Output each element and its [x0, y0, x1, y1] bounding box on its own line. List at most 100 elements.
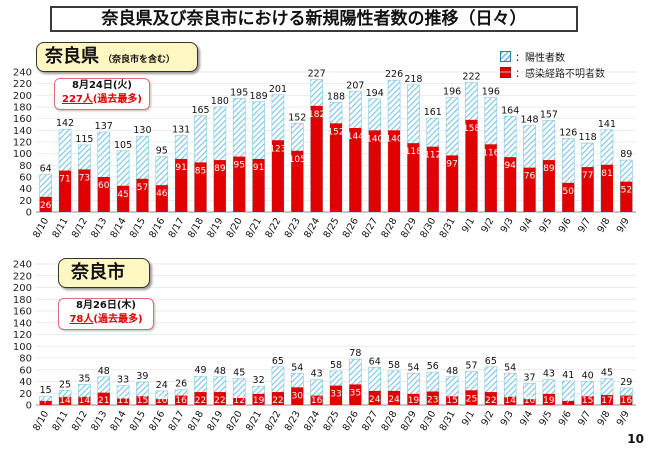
- bar-unknown: [446, 396, 459, 405]
- x-tick-label: 8/20: [225, 409, 245, 433]
- x-tick-label: 9/8: [595, 409, 612, 428]
- region-note: （奈良市を含む）: [103, 55, 176, 65]
- unknown-data-label: 33: [330, 390, 341, 400]
- total-data-label: 196: [443, 87, 461, 98]
- bar-unknown: [59, 170, 72, 212]
- unknown-data-label: 22: [214, 396, 225, 406]
- bar-unknown: [271, 392, 284, 405]
- total-data-label: 126: [559, 128, 577, 139]
- unknown-data-label: 14: [504, 396, 516, 406]
- bar-unknown: [349, 384, 362, 405]
- total-data-label: 115: [75, 134, 93, 145]
- unknown-data-label: 112: [424, 151, 441, 161]
- callout-count: 78人: [69, 314, 94, 325]
- y-tick-label: 140: [13, 318, 32, 329]
- unknown-data-label: 10: [156, 396, 168, 406]
- bar-unknown: [368, 390, 381, 405]
- x-tick-label: 8/21: [244, 216, 264, 240]
- bar-unknown: [484, 392, 497, 405]
- unknown-data-label: 14: [79, 396, 91, 406]
- unknown-data-label: 91: [253, 163, 264, 173]
- unknown-data-label: 77: [582, 171, 593, 181]
- y-tick-label: 40: [19, 377, 32, 388]
- total-data-label: 195: [230, 87, 248, 98]
- total-data-label: 25: [59, 379, 71, 390]
- y-tick-label: 80: [19, 354, 32, 365]
- bar-unknown: [504, 396, 517, 405]
- x-tick-label: 8/14: [108, 409, 128, 433]
- x-tick-label: 9/2: [479, 409, 496, 428]
- unknown-data-label: 71: [59, 175, 70, 185]
- x-tick-label: 9/4: [518, 216, 535, 235]
- y-tick-label: 220: [13, 271, 32, 282]
- x-tick-label: 9/6: [557, 409, 574, 428]
- x-tick-label: 8/26: [341, 409, 361, 433]
- bar-unknown: [465, 390, 478, 405]
- region-name: 奈良県: [45, 46, 99, 67]
- x-tick-label: 9/7: [576, 409, 593, 428]
- legend-unknown-label: ：感染経路不明者数: [515, 68, 605, 80]
- unknown-data-label: 23: [427, 395, 438, 405]
- bar-unknown: [78, 396, 91, 405]
- unknown-data-label: 16: [175, 396, 187, 406]
- legend-total: ：陽性者数: [500, 48, 605, 64]
- bar-unknown: [407, 143, 420, 212]
- unknown-data-label: 15: [446, 396, 457, 406]
- total-data-label: 39: [136, 371, 148, 382]
- total-data-label: 165: [191, 105, 209, 116]
- x-tick-label: 8/17: [167, 409, 187, 433]
- total-data-label: 41: [562, 370, 574, 381]
- bar-unknown: [388, 390, 401, 405]
- bar-unknown: [233, 397, 246, 405]
- y-tick-label: 20: [19, 196, 32, 207]
- total-data-label: 26: [175, 379, 187, 390]
- total-data-label: 222: [462, 72, 480, 83]
- bar-unknown: [291, 387, 304, 405]
- x-tick-label: 8/17: [167, 216, 187, 240]
- bar-unknown: [523, 167, 536, 212]
- x-tick-label: 9/5: [537, 216, 554, 235]
- unknown-data-label: 22: [485, 396, 496, 406]
- unknown-data-label: 12: [233, 396, 244, 406]
- total-data-label: 130: [133, 125, 151, 136]
- unknown-data-label: 10: [524, 396, 536, 406]
- y-tick-label: 60: [19, 365, 32, 376]
- unknown-data-label: 21: [98, 396, 109, 406]
- unknown-data-label: 105: [289, 155, 306, 165]
- bar-unknown: [271, 140, 284, 212]
- total-data-label: 95: [156, 146, 168, 157]
- x-tick-label: 9/8: [595, 216, 612, 235]
- total-data-label: 58: [388, 360, 400, 371]
- region-name: 奈良市: [71, 262, 125, 283]
- unknown-data-label: 81: [601, 169, 612, 179]
- unknown-data-label: 16: [311, 396, 323, 406]
- bar-unknown: [600, 395, 613, 405]
- x-tick-label: 9/2: [479, 216, 496, 235]
- bar-unknown: [523, 399, 536, 405]
- bar-unknown: [349, 128, 362, 212]
- y-tick-label: 120: [13, 138, 32, 149]
- total-data-label: 15: [40, 385, 52, 396]
- unknown-data-label: 97: [446, 159, 457, 169]
- legend-total-label: ：陽性者数: [515, 52, 565, 64]
- total-data-label: 54: [407, 362, 419, 373]
- y-tick-label: 160: [13, 307, 32, 318]
- x-tick-label: 8/30: [418, 216, 438, 240]
- unknown-data-label: 46: [156, 189, 168, 199]
- unknown-data-label: 140: [385, 134, 402, 144]
- x-tick-label: 8/31: [438, 409, 458, 433]
- bar-unknown: [155, 185, 168, 212]
- x-tick-label: 9/5: [537, 409, 554, 428]
- callout-note: (過去最多): [92, 94, 142, 105]
- x-tick-label: 8/27: [360, 409, 380, 433]
- y-tick-label: 0: [26, 401, 32, 412]
- bar-unknown: [542, 393, 555, 405]
- bar-unknown: [407, 393, 420, 405]
- bar-unknown: [252, 158, 265, 212]
- x-tick-label: 8/23: [283, 409, 303, 433]
- unknown-data-label: 45: [117, 190, 128, 200]
- y-tick-label: 220: [13, 79, 32, 90]
- unknown-data-label: 140: [366, 134, 383, 144]
- bar-unknown: [620, 181, 633, 212]
- total-data-label: 180: [211, 96, 229, 107]
